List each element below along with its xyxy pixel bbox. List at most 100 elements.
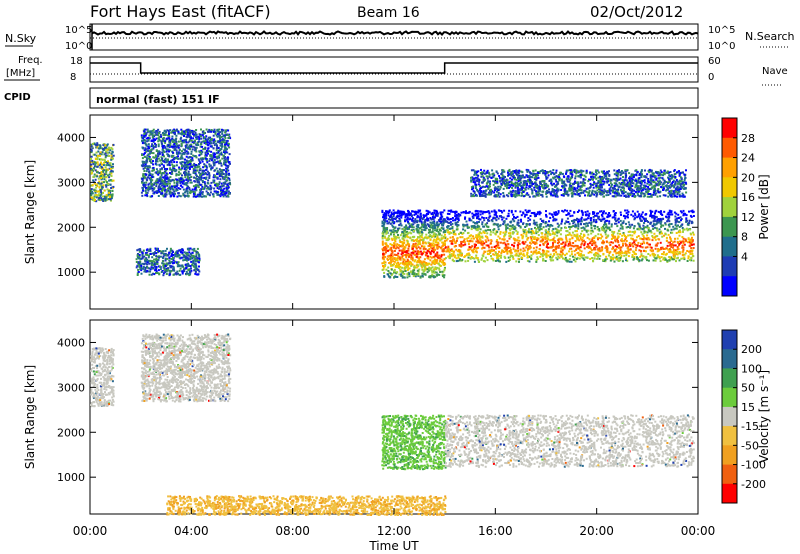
data-cell — [105, 184, 107, 187]
data-cell — [413, 264, 416, 267]
data-cell — [410, 270, 413, 273]
data-cell — [183, 270, 186, 273]
data-cell — [201, 140, 204, 143]
data-cell — [413, 272, 416, 275]
data-cell — [628, 223, 631, 226]
data-cell — [202, 166, 205, 169]
data-cell — [440, 255, 443, 258]
data-cell — [210, 181, 213, 184]
data-cell — [451, 242, 454, 245]
data-cell — [176, 263, 179, 265]
data-cell — [406, 258, 409, 261]
data-cell — [105, 147, 108, 150]
data-cell — [148, 182, 151, 185]
data-cell — [449, 209, 452, 212]
data-cell — [434, 226, 437, 229]
data-cell — [153, 258, 156, 261]
data-cell — [596, 228, 599, 231]
data-cell — [428, 226, 431, 228]
data-cell — [207, 179, 210, 182]
data-cell — [163, 166, 165, 168]
data-cell — [654, 212, 656, 215]
data-cell — [96, 171, 98, 174]
data-cell — [216, 160, 219, 163]
data-cell — [93, 143, 96, 146]
data-cell — [143, 270, 146, 273]
data-cell — [417, 231, 420, 234]
data-cell — [168, 273, 171, 276]
data-cell — [185, 273, 188, 276]
data-cell — [392, 213, 395, 216]
data-cell — [404, 215, 407, 218]
data-cell — [157, 128, 160, 131]
data-cell — [410, 225, 413, 228]
data-cell — [111, 195, 114, 198]
data-cell — [421, 263, 424, 266]
data-cell — [492, 249, 495, 252]
data-cell — [513, 242, 516, 244]
data-cell — [227, 136, 230, 139]
data-cell — [508, 235, 511, 238]
data-cell — [488, 211, 491, 214]
data-cell — [168, 272, 171, 275]
data-cell — [167, 129, 170, 132]
data-cell — [144, 190, 147, 192]
data-cell — [453, 250, 456, 253]
data-cell — [431, 211, 434, 214]
data-cell — [187, 194, 190, 197]
data-cell — [391, 231, 394, 234]
data-cell — [573, 218, 576, 221]
data-cell — [416, 216, 419, 219]
data-cell — [421, 253, 423, 256]
data-cell — [198, 159, 201, 162]
data-cell — [146, 254, 149, 256]
data-cell — [179, 250, 182, 253]
data-cell — [183, 167, 186, 170]
data-cell — [449, 218, 452, 220]
data-cell — [90, 165, 93, 168]
data-cell — [229, 162, 231, 165]
data-cell — [181, 130, 184, 133]
data-cell — [472, 235, 474, 238]
data-cell — [147, 154, 150, 157]
data-cell — [196, 273, 199, 276]
data-cell — [597, 233, 600, 236]
data-cell — [103, 175, 106, 178]
data-cell — [175, 146, 178, 149]
data-cell — [529, 218, 532, 221]
data-cell — [160, 172, 163, 175]
data-cell — [94, 194, 97, 197]
data-cell — [564, 241, 567, 244]
data-cell — [644, 226, 647, 229]
data-cell — [552, 255, 554, 258]
data-cell — [167, 160, 170, 163]
data-cell — [391, 221, 394, 224]
data-cell — [407, 213, 410, 215]
data-cell — [147, 143, 150, 146]
data-cell — [645, 257, 648, 260]
data-cell — [428, 244, 431, 247]
data-cell — [603, 221, 606, 224]
data-cell — [430, 263, 433, 266]
data-cell — [188, 274, 191, 277]
data-cell — [691, 249, 694, 252]
data-cell — [174, 148, 177, 151]
data-cell — [442, 243, 445, 246]
data-cell — [522, 232, 525, 235]
data-cell — [186, 134, 189, 137]
data-cell — [692, 233, 695, 236]
data-cell — [108, 162, 111, 165]
data-cell — [419, 260, 422, 263]
data-cell — [518, 239, 521, 242]
data-cell — [110, 169, 113, 172]
data-cell — [397, 236, 400, 239]
data-cell — [201, 185, 204, 188]
data-cell — [196, 195, 199, 198]
data-cell — [150, 175, 153, 178]
data-cell — [436, 212, 439, 215]
data-cell — [224, 163, 227, 166]
data-cell — [108, 179, 111, 182]
data-cell — [462, 228, 465, 231]
data-cell — [400, 249, 403, 252]
data-cell — [149, 268, 152, 271]
